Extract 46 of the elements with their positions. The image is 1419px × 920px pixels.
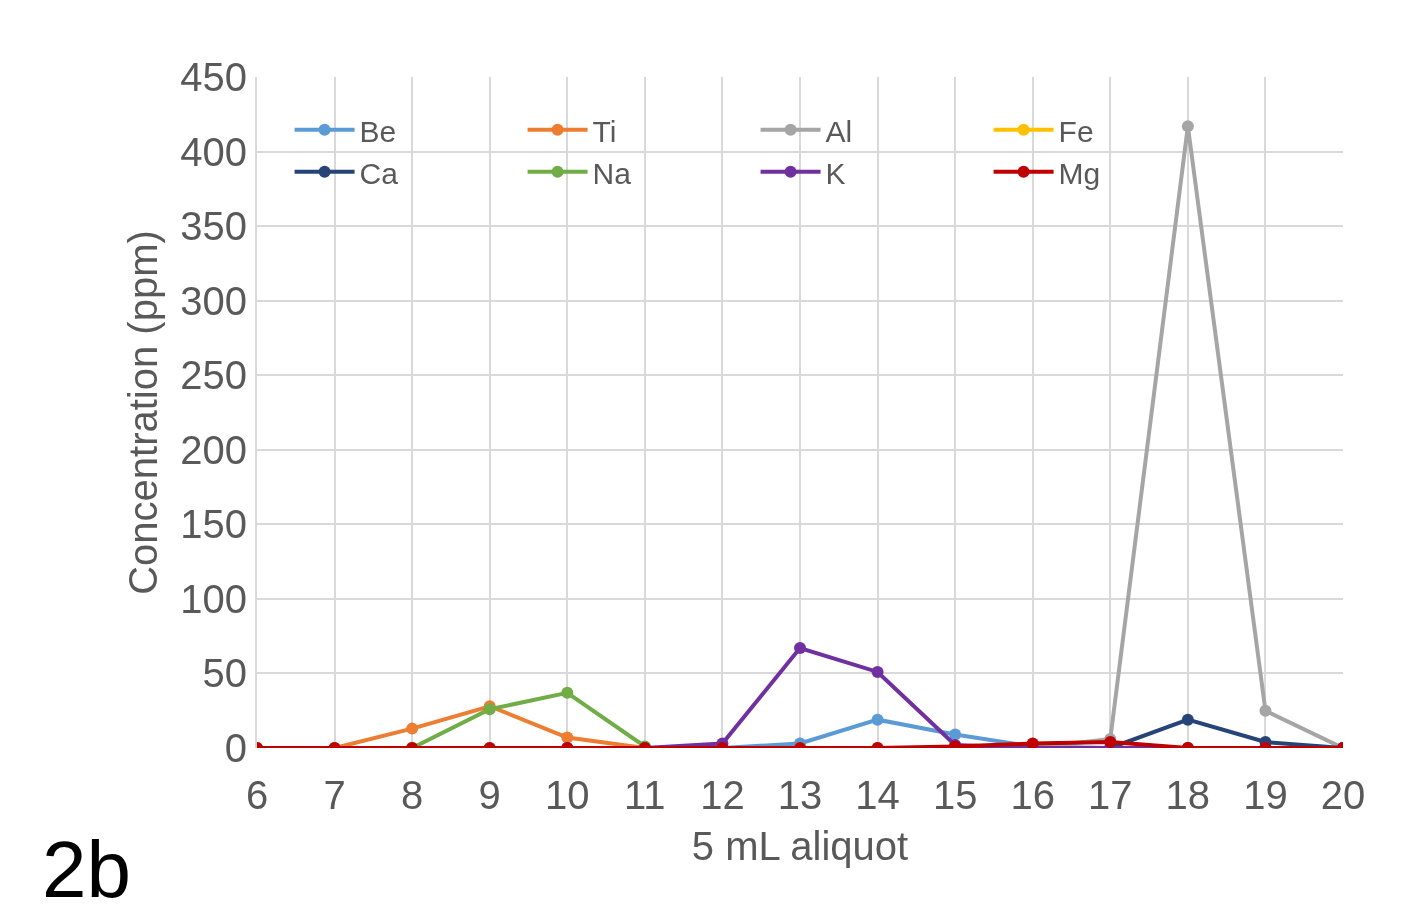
x-tick-label: 7 [323, 773, 346, 817]
point [871, 665, 884, 678]
y-tick-label: 350 [180, 204, 247, 249]
point [949, 728, 962, 741]
x-axis-title: 5 mL aliquot [691, 823, 909, 868]
x-tick-label: 6 [245, 773, 269, 817]
legend-label: Ti [592, 114, 617, 148]
x-tick-label: 19 [1243, 773, 1288, 817]
legend-label: Fe [1058, 114, 1094, 148]
x-tick-label: 16 [1010, 773, 1055, 817]
x-tick-label: 17 [1088, 773, 1133, 817]
y-axis-title: Concentration (ppm) [121, 230, 166, 595]
point [1259, 704, 1272, 717]
x-tick-label: 8 [401, 773, 424, 817]
y-tick-label: 250 [180, 353, 247, 398]
x-tick-label: 20 [1320, 773, 1366, 817]
y-tick-label: 300 [180, 278, 247, 323]
point [794, 642, 806, 655]
legend-label: Mg [1058, 156, 1101, 190]
legend-label: K [825, 156, 846, 190]
text: 2b [42, 825, 131, 914]
legend-label: Be [359, 114, 397, 148]
point [561, 731, 574, 744]
point [406, 722, 419, 735]
x-tick-label: 18 [1165, 773, 1211, 817]
point [1181, 120, 1194, 133]
point [871, 713, 884, 726]
x-tick-label: 10 [545, 773, 590, 817]
x-tick-label: 14 [855, 773, 900, 817]
point [561, 686, 574, 699]
y-tick-label: 400 [180, 129, 247, 174]
y-tick-label: 50 [202, 651, 247, 696]
x-tick-label: 9 [478, 773, 501, 817]
y-tick-label: 150 [180, 502, 247, 547]
x-tick-label: 13 [777, 773, 823, 817]
x-tick-label: 15 [932, 773, 978, 817]
x-tick-label: 11 [624, 773, 666, 817]
point [1181, 713, 1194, 726]
y-tick-label: 200 [180, 427, 247, 472]
x-tick-label: 12 [700, 773, 745, 817]
legend-label: Al [825, 114, 853, 148]
y-tick-label: 100 [180, 576, 247, 621]
legend-label: Na [592, 156, 632, 190]
legend-label: Ca [359, 156, 399, 190]
y-tick-label: 0 [224, 726, 247, 770]
y-tick-label: 450 [180, 55, 247, 99]
